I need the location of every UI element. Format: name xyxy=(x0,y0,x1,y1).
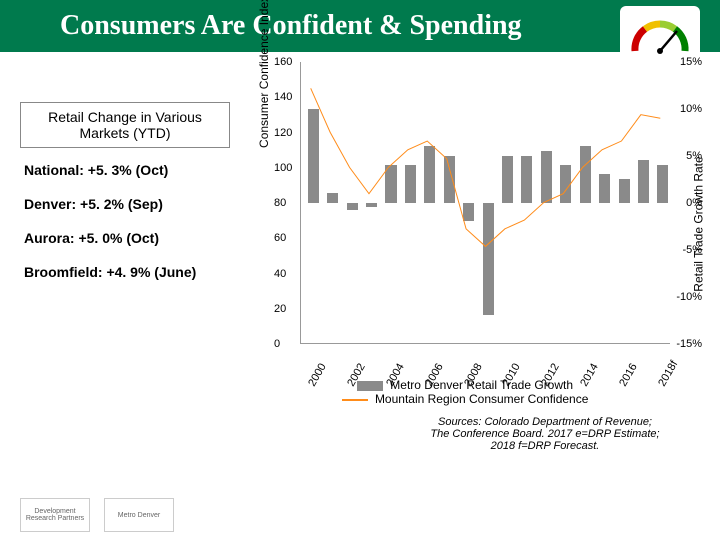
ytick-right: -5% xyxy=(682,244,702,256)
legend-line-label: Mountain Region Consumer Confidence xyxy=(375,392,588,406)
ytick-left: 0 xyxy=(274,338,280,350)
left-panel: Retail Change in Various Markets (YTD) N… xyxy=(20,62,230,452)
ytick-left: 160 xyxy=(274,56,292,68)
legend-bar-swatch xyxy=(357,381,383,391)
ytick-right: 10% xyxy=(680,103,702,115)
retail-change-box: Retail Change in Various Markets (YTD) xyxy=(20,102,230,148)
combo-chart: Consumer Confidence Index Retail Trade G… xyxy=(270,62,670,372)
stat-denver: Denver: +5. 2% (Sep) xyxy=(24,196,230,212)
ytick-right: 15% xyxy=(680,56,702,68)
plot-area xyxy=(300,62,670,344)
ytick-right: -15% xyxy=(676,338,702,350)
ytick-right: 5% xyxy=(686,150,702,162)
chart-container: Consumer Confidence Index Retail Trade G… xyxy=(230,62,700,452)
legend-line-swatch xyxy=(342,399,368,401)
footer-logos: Development Research Partners Metro Denv… xyxy=(20,498,174,532)
logo-drp: Development Research Partners xyxy=(20,498,90,532)
stat-national: National: +5. 3% (Oct) xyxy=(24,162,230,178)
stat-aurora: Aurora: +5. 0% (Oct) xyxy=(24,230,230,246)
ytick-right: -10% xyxy=(676,291,702,303)
stat-broomfield: Broomfield: +4. 9% (June) xyxy=(24,264,230,280)
ytick-left: 120 xyxy=(274,127,292,139)
logo-metrodenver: Metro Denver xyxy=(104,498,174,532)
ytick-left: 40 xyxy=(274,268,286,280)
legend-line: Mountain Region Consumer Confidence xyxy=(342,392,589,406)
page-title: Consumers Are Confident & Spending xyxy=(60,10,522,41)
ytick-left: 60 xyxy=(274,232,286,244)
ytick-right: 0% xyxy=(686,197,702,209)
content-row: Retail Change in Various Markets (YTD) N… xyxy=(0,52,720,452)
ytick-left: 100 xyxy=(274,162,292,174)
right-axis-label: Retail Trade Growth Rate xyxy=(691,156,705,291)
ytick-left: 140 xyxy=(274,91,292,103)
page-header: Consumers Are Confident & Spending xyxy=(0,0,720,52)
ytick-left: 20 xyxy=(274,303,286,315)
left-axis-label: Consumer Confidence Index xyxy=(257,0,271,148)
sources-note: Sources: Colorado Department of Revenue;… xyxy=(430,416,660,452)
ytick-left: 80 xyxy=(274,197,286,209)
